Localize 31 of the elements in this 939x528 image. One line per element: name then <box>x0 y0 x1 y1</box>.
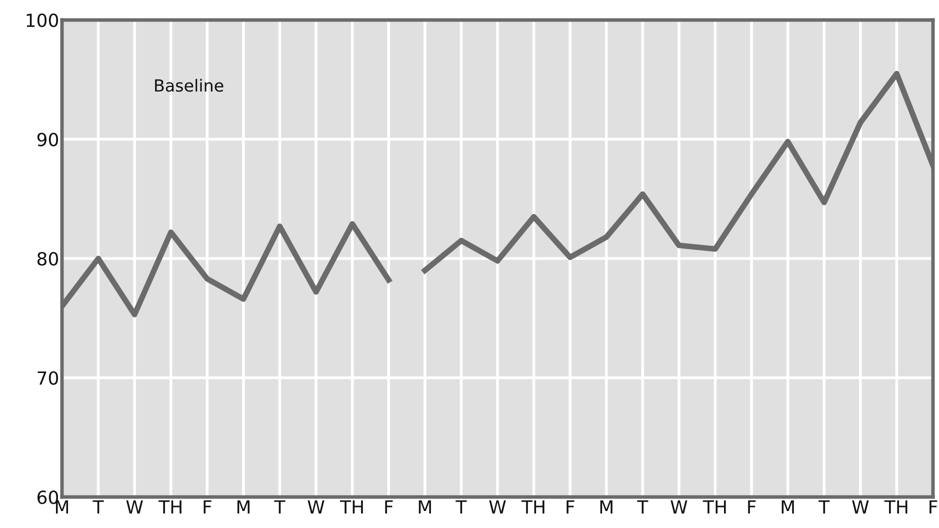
x-tick-label: W <box>489 500 506 514</box>
x-tick-label: W <box>670 500 688 514</box>
x-tick-label: M <box>600 500 612 514</box>
annotation: Baseline <box>155 78 224 92</box>
x-tick-label: W <box>308 500 324 514</box>
x-tick-label: T <box>818 500 830 514</box>
x-tick-label: TH <box>158 500 182 514</box>
x-tick-label: TH <box>521 500 544 514</box>
x-tick-label: TH <box>340 500 363 514</box>
x-tick-label: TH <box>702 500 726 514</box>
x-tick-label: TH <box>884 500 908 514</box>
y-tick-label: 100 <box>26 13 58 28</box>
x-tick-label: M <box>56 500 68 514</box>
x-tick-label: M <box>782 500 794 514</box>
y-tick-label: 70 <box>38 371 58 385</box>
y-tick-label: 60 <box>38 490 58 504</box>
x-tick-label: M <box>237 500 250 514</box>
x-tick-label: F <box>930 500 938 514</box>
x-tick-label: W <box>852 500 869 514</box>
x-tick-label: F <box>566 500 574 514</box>
x-tick-label: T <box>456 500 467 514</box>
x-tick-label: T <box>274 500 286 514</box>
x-tick-label: F <box>204 500 212 514</box>
y-tick-label: 80 <box>37 252 58 266</box>
x-tick-label: M <box>418 500 431 514</box>
x-tick-label: T <box>92 500 104 514</box>
x-tick-label: F <box>748 500 756 514</box>
y-tick-label: 90 <box>37 132 58 146</box>
x-tick-label: F <box>385 500 393 514</box>
x-tick-label: T <box>637 500 648 514</box>
x-tick-label: W <box>126 500 143 514</box>
